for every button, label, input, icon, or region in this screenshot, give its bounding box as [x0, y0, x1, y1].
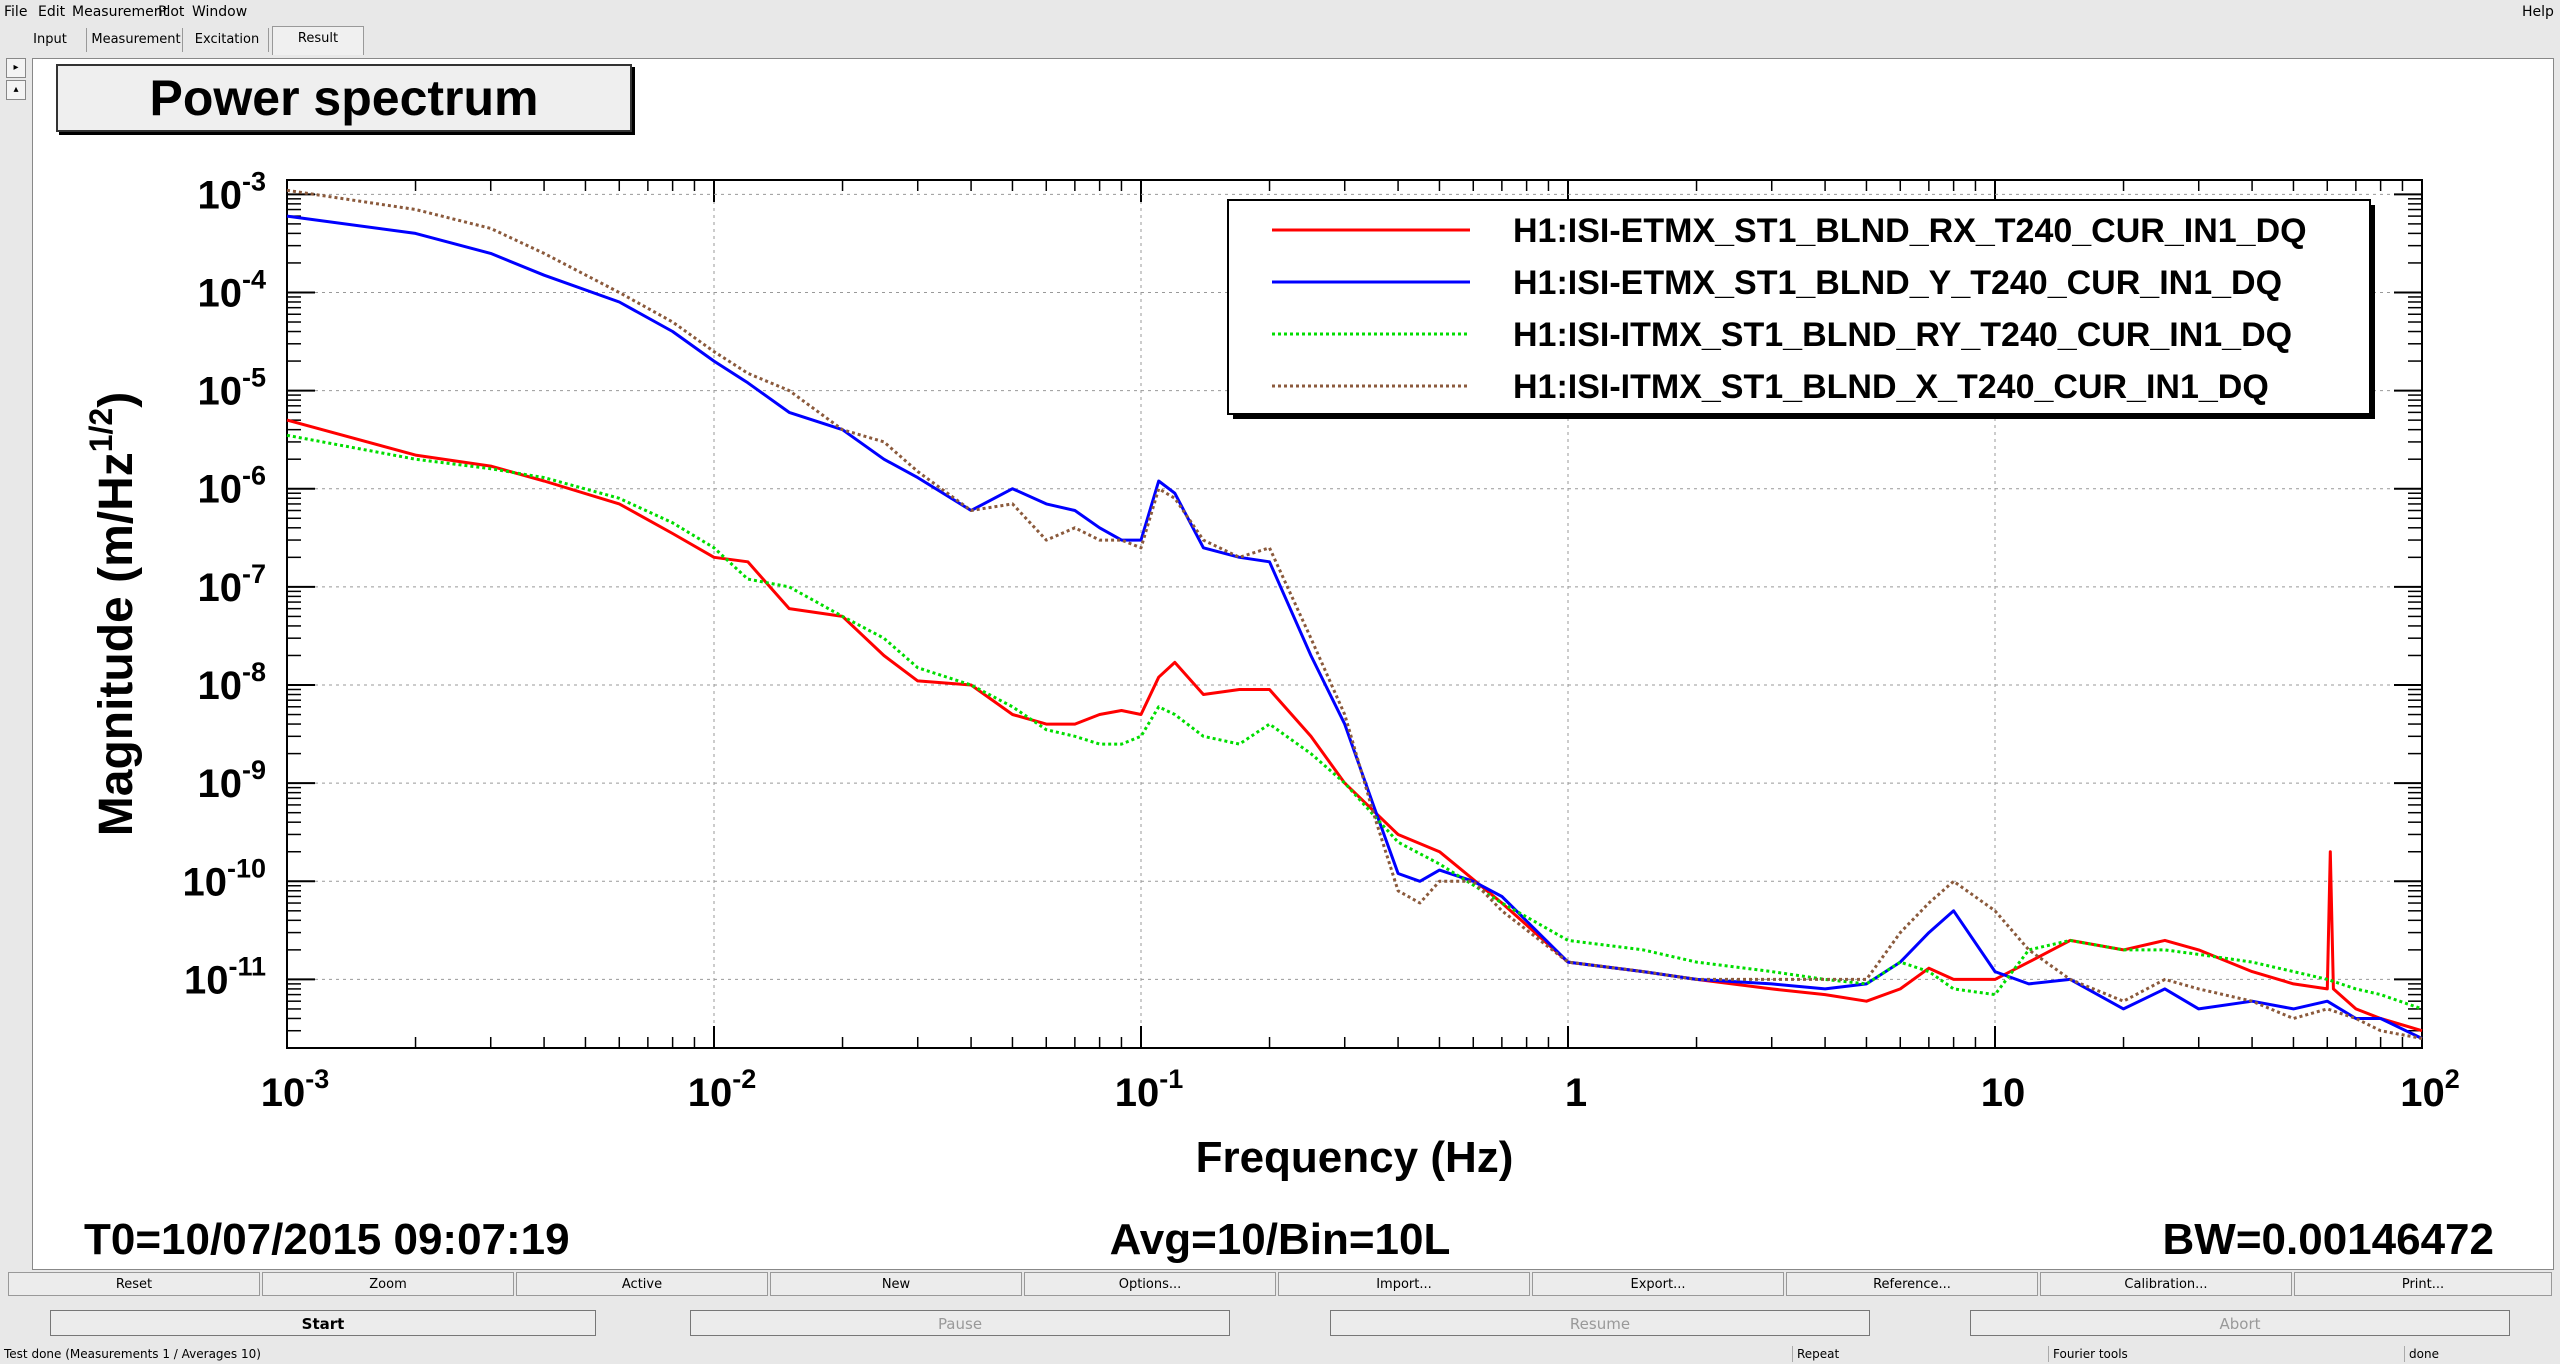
tab-input[interactable]: Input	[14, 28, 87, 52]
pad-prev-icon[interactable]: ▴	[6, 80, 26, 100]
calibration-button[interactable]: Calibration...	[2040, 1272, 2292, 1296]
menu-file[interactable]: File	[4, 4, 28, 20]
control-bar: Start Pause Resume Abort	[0, 1310, 2560, 1340]
import-button[interactable]: Import...	[1278, 1272, 1530, 1296]
y-tick-label: 10-5	[197, 363, 266, 414]
legend-label-3: H1:ISI-ITMX_ST1_BLND_RY_T240_CUR_IN1_DQ	[1513, 316, 2292, 354]
tab-measurement[interactable]: Measurement	[90, 28, 183, 52]
x-tick-label: 102	[2400, 1064, 2460, 1115]
y-tick-label: 10-3	[197, 166, 266, 217]
status-tool: Fourier tools	[2048, 1346, 2128, 1362]
print-button[interactable]: Print...	[2294, 1272, 2552, 1296]
info-bw: BW=0.00146472	[2163, 1215, 2494, 1264]
series-1-line	[286, 418, 2423, 1033]
tab-result[interactable]: Result	[272, 26, 364, 55]
x-tick-label: 10-3	[261, 1064, 330, 1115]
plot-title: Power spectrum	[56, 64, 632, 132]
y-tick-label: 10-7	[197, 559, 266, 610]
power-spectrum-chart[interactable]: 10-3 10-2 10-1 1 10 10210-310-410-510-610-710…	[0, 0, 2560, 1270]
y-tick-label: 10-11	[184, 951, 266, 1002]
x-tick-label: 1	[1565, 1071, 1587, 1115]
tab-excitation[interactable]: Excitation	[186, 28, 269, 52]
menu-help[interactable]: Help	[2522, 4, 2554, 20]
menu-plot[interactable]: Plot	[158, 4, 185, 20]
legend-label-4: H1:ISI-ITMX_ST1_BLND_X_T240_CUR_IN1_DQ	[1513, 368, 2269, 406]
plot-button-bar: Reset Zoom Active New Options... Import.…	[0, 1272, 2560, 1298]
y-tick-label: 10-9	[197, 755, 266, 806]
export-button[interactable]: Export...	[1532, 1272, 1784, 1296]
resume-button[interactable]: Resume	[1330, 1310, 1870, 1336]
status-bar: Test done (Measurements 1 / Averages 10)…	[0, 1344, 2560, 1364]
status-state: done	[2404, 1346, 2439, 1362]
x-tick-label: 10	[1981, 1071, 2026, 1115]
y-tick-label: 10-8	[197, 657, 266, 708]
x-tick-label: 10-1	[1115, 1064, 1184, 1115]
options-button[interactable]: Options...	[1024, 1272, 1276, 1296]
menu-bar: File Edit Measurement Plot Window Help	[0, 0, 2560, 24]
pad-next-icon[interactable]: ▸	[6, 58, 26, 78]
y-tick-label: 10-4	[197, 264, 266, 315]
pad-selector: ▸ ▴	[6, 58, 28, 102]
zoom-button[interactable]: Zoom	[262, 1272, 514, 1296]
series-2-line	[286, 214, 2423, 1040]
y-tick-label: 10-10	[182, 853, 266, 904]
status-mode: Repeat	[1792, 1346, 1839, 1362]
active-button[interactable]: Active	[516, 1272, 768, 1296]
start-button[interactable]: Start	[50, 1310, 596, 1336]
info-avg: Avg=10/Bin=10L	[1110, 1215, 1451, 1264]
x-tick-label: 10-2	[688, 1064, 757, 1115]
y-tick-label: 10-6	[197, 461, 266, 512]
legend-label-2: H1:ISI-ETMX_ST1_BLND_Y_T240_CUR_IN1_DQ	[1513, 264, 2282, 302]
status-message: Test done (Measurements 1 / Averages 10)	[4, 1347, 261, 1361]
abort-button[interactable]: Abort	[1970, 1310, 2510, 1336]
pause-button[interactable]: Pause	[690, 1310, 1230, 1336]
menu-window[interactable]: Window	[192, 4, 248, 20]
menu-measurement[interactable]: Measurement	[72, 4, 169, 20]
series-4-line	[286, 188, 2423, 1040]
info-t0: T0=10/07/2015 09:07:19	[84, 1215, 570, 1264]
reference-button[interactable]: Reference...	[1786, 1272, 2038, 1296]
menu-edit[interactable]: Edit	[38, 4, 66, 20]
reset-button[interactable]: Reset	[8, 1272, 260, 1296]
legend-label-1: H1:ISI-ETMX_ST1_BLND_RX_T240_CUR_IN1_DQ	[1513, 212, 2307, 250]
x-axis-label: Frequency (Hz)	[1196, 1133, 1514, 1182]
y-axis-label: Magnitude (m/Hz1/2)	[83, 392, 143, 836]
legend-box	[1227, 199, 2371, 415]
tab-bar: Input Measurement Excitation Result	[0, 26, 2560, 55]
new-button[interactable]: New	[770, 1272, 1022, 1296]
